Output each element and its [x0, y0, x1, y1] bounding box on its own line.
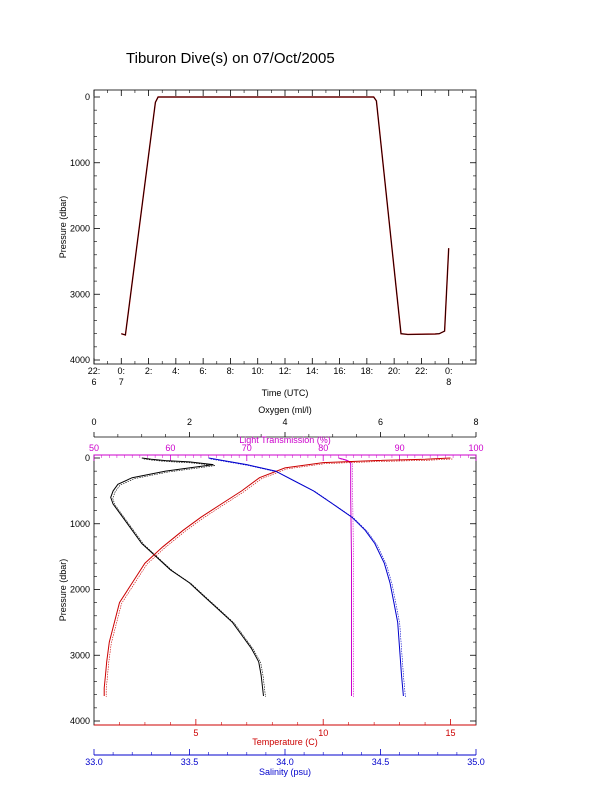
oxygen-axis-label: Oxygen (ml/l) [258, 405, 312, 415]
plot2-ytick-label: 1000 [70, 519, 90, 529]
plot2-frame [93, 454, 477, 726]
plot1-ytick-label: 1000 [70, 158, 90, 168]
oxygen-tick-label: 4 [282, 417, 287, 427]
light-transmission-profile-line [338, 457, 352, 696]
plot1-series-line [121, 96, 450, 336]
oxygen-profile-line [110, 457, 264, 697]
light-tick-label: 60 [165, 443, 175, 453]
plot1-xtick-label: 6: [199, 366, 207, 376]
salinity-profile-line [208, 457, 404, 697]
temperature-axis-label: Temperature (C) [252, 737, 318, 747]
light-tick-label: 50 [89, 443, 99, 453]
plot2-ytick-label: 4000 [70, 716, 90, 726]
plot1-xtick-sublabel: 6 [91, 377, 96, 387]
plot1-xtick-label: 0: [118, 366, 126, 376]
plot1-ytick-label: 2000 [70, 224, 90, 234]
plot1-ytick-label: 0 [85, 92, 90, 102]
plot1-xtick-label: 2: [145, 366, 153, 376]
light-tick-label: 90 [395, 443, 405, 453]
plot2-ytick-label: 2000 [70, 585, 90, 595]
plot1-xtick-label: 10: [251, 366, 264, 376]
plot1-xtick-label: 0: [445, 366, 453, 376]
plot1-xtick-label: 16: [333, 366, 346, 376]
oxygen-tick-label: 6 [378, 417, 383, 427]
salinity-tick-label: 34.5 [372, 757, 390, 767]
plot1-xlabel: Time (UTC) [262, 388, 309, 398]
plot1-ylabel: Pressure (dbar) [58, 196, 68, 259]
oxygen-tick-label: 0 [91, 417, 96, 427]
plot1-xtick-label: 8: [227, 366, 235, 376]
plot2-ylabel: Pressure (dbar) [58, 559, 68, 622]
plot1-series-red-trace [121, 96, 450, 336]
light-tick-label: 80 [318, 443, 328, 453]
plot1-xtick-label: 14: [306, 366, 319, 376]
temperature-tick-label: 15 [446, 728, 456, 738]
salinity-tick-label: 33.0 [85, 757, 103, 767]
plot2-ytick-label: 0 [85, 453, 90, 463]
temperature-tick-label: 10 [318, 728, 328, 738]
temperature-profile-line [103, 457, 451, 696]
temperature-profile-line-upcast [105, 458, 453, 697]
temperature-tick-label: 5 [193, 728, 198, 738]
plot1-xtick-label: 20: [388, 366, 401, 376]
salinity-profile-line-upcast [210, 458, 406, 698]
salinity-tick-label: 33.5 [181, 757, 199, 767]
plot1-xtick-label: 18: [361, 366, 374, 376]
plot1-xtick-sublabel: 7 [119, 377, 124, 387]
plot1-xtick-label: 22: [88, 366, 101, 376]
plot1-xtick-label: 12: [279, 366, 292, 376]
salinity-tick-label: 34.0 [276, 757, 294, 767]
plot2-ytick-label: 3000 [70, 650, 90, 660]
plot1-ytick-label: 4000 [70, 355, 90, 365]
plot1-xtick-label: 22: [415, 366, 428, 376]
salinity-tick-label: 35.0 [467, 757, 485, 767]
light-tick-label: 70 [242, 443, 252, 453]
oxygen-tick-label: 2 [187, 417, 192, 427]
salinity-axis-label: Salinity (psu) [259, 767, 311, 777]
light-axis-label: Light Transmission (%) [239, 435, 331, 445]
plot1-ytick-label: 3000 [70, 289, 90, 299]
oxygen-tick-label: 8 [473, 417, 478, 427]
plot1-xtick-label: 4: [172, 366, 180, 376]
plot1-xtick-sublabel: 8 [446, 377, 451, 387]
light-tick-label: 100 [468, 443, 483, 453]
